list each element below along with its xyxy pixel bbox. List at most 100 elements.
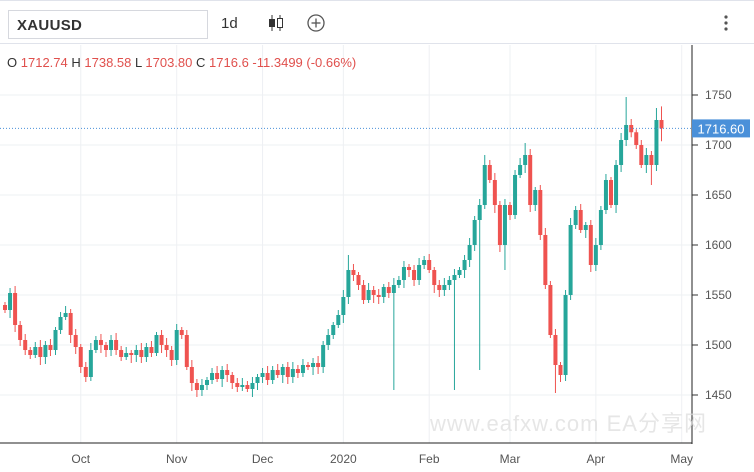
candle-body <box>391 285 396 293</box>
candle-body <box>593 245 598 265</box>
candle-body <box>250 383 255 389</box>
candle-body <box>114 340 119 350</box>
candle-body <box>311 363 316 367</box>
candle-body <box>543 235 548 285</box>
candle-body <box>482 165 487 205</box>
open-label: O <box>7 55 18 70</box>
candle-body <box>68 313 73 335</box>
y-tick-label: 1750 <box>705 88 732 102</box>
candle-body <box>598 210 603 245</box>
candle-body <box>371 290 376 295</box>
candle-body <box>63 313 68 317</box>
candle-body <box>497 205 502 245</box>
low-value: 1703.80 <box>145 55 193 70</box>
candle-body <box>553 335 558 365</box>
candle-body <box>275 370 280 375</box>
x-tick-label: May <box>670 452 693 466</box>
candle-body <box>508 205 512 215</box>
candle-body <box>184 335 189 367</box>
candle-body <box>563 295 568 375</box>
candle-body <box>154 335 159 353</box>
candle-body <box>134 350 139 355</box>
candle-body <box>366 290 371 300</box>
candle-body <box>351 270 356 275</box>
candle-body <box>659 120 664 129</box>
candle-body <box>174 330 179 360</box>
candle-body <box>109 340 114 350</box>
x-tick-label: Oct <box>71 452 90 466</box>
candle-body <box>48 345 53 350</box>
low-label: L <box>135 55 142 70</box>
x-tick-label: Mar <box>500 452 521 466</box>
candle-body <box>442 285 447 290</box>
ohlc-legend: O 1712.74 H 1738.58 L 1703.80 C 1716.6 -… <box>7 55 356 70</box>
candle-body <box>149 347 154 353</box>
candle-body <box>194 383 199 390</box>
y-tick-label: 1550 <box>705 288 732 302</box>
candle-body <box>583 225 588 230</box>
candle-body <box>295 369 300 373</box>
candle-body <box>321 345 326 367</box>
last-price-badge <box>692 119 750 138</box>
candle-body <box>235 383 240 387</box>
candle-body <box>144 347 149 357</box>
candle-body <box>654 120 659 165</box>
candle-body <box>538 190 543 235</box>
candle-body <box>326 335 331 345</box>
candle-body <box>578 210 583 230</box>
candle-body <box>523 155 528 165</box>
candle-body <box>462 260 467 270</box>
candle-body <box>169 350 174 360</box>
candle-body <box>285 367 290 377</box>
candle-body <box>492 180 497 205</box>
symbol-search-input[interactable]: XAUUSD <box>8 10 208 39</box>
candle-body <box>548 285 553 335</box>
candle-body <box>28 350 33 355</box>
candle-body <box>33 347 38 355</box>
candle-body <box>629 125 634 133</box>
candle-body <box>502 205 507 245</box>
y-tick-label: 1450 <box>705 388 732 402</box>
candle-body <box>205 380 209 385</box>
y-tick-label: 1650 <box>705 188 732 202</box>
candle-body <box>164 345 169 350</box>
candle-body <box>8 293 13 310</box>
candle-body <box>472 220 477 245</box>
candle-body <box>427 260 432 270</box>
candle-body <box>386 287 391 293</box>
candle-body <box>53 330 58 350</box>
candle-body <box>3 305 7 310</box>
more-vertical-icon[interactable] <box>719 13 733 33</box>
candle-body <box>230 375 235 383</box>
candle-body <box>588 225 593 265</box>
candle-body <box>634 132 639 145</box>
candle-body <box>240 385 245 387</box>
x-tick-label: Nov <box>166 452 187 466</box>
candle-body <box>407 267 411 270</box>
candle-body <box>260 373 265 377</box>
toolbar: XAUUSD 1d <box>0 0 754 44</box>
candle-body <box>225 370 230 375</box>
candle-body <box>432 270 437 285</box>
candle-body <box>104 345 108 350</box>
candlestick-icon[interactable] <box>266 13 286 33</box>
interval-button[interactable]: 1d <box>221 15 238 32</box>
high-label: H <box>71 55 81 70</box>
candle-body <box>270 370 275 380</box>
candle-body <box>603 180 608 210</box>
candle-body <box>361 285 366 300</box>
candle-body <box>619 140 624 165</box>
candle-body <box>331 325 336 335</box>
candle-body <box>220 370 225 379</box>
candle-body <box>437 285 442 290</box>
candle-body <box>528 155 533 205</box>
last-price-label: 1716.60 <box>698 121 745 136</box>
add-indicator-icon[interactable] <box>306 13 326 33</box>
candle-body <box>381 287 386 297</box>
candle-body <box>179 330 184 335</box>
candle-body <box>336 315 341 325</box>
y-tick-label: 1600 <box>705 238 732 252</box>
candle-body <box>649 155 654 165</box>
candle-body <box>568 225 573 295</box>
